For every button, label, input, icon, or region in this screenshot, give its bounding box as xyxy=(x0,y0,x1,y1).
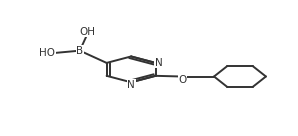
Text: HO: HO xyxy=(39,48,55,58)
Text: N: N xyxy=(155,58,162,68)
Text: N: N xyxy=(127,80,135,90)
Text: B: B xyxy=(76,46,83,56)
Text: O: O xyxy=(178,75,187,85)
Text: OH: OH xyxy=(79,27,95,37)
